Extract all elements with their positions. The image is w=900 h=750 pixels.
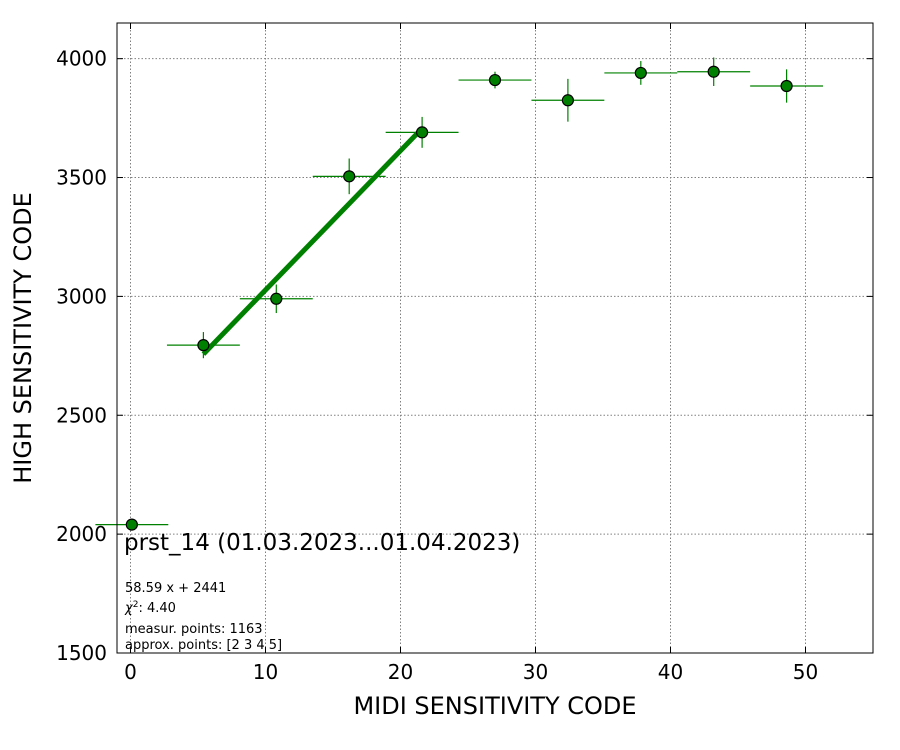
y-tick-label: 2500 <box>56 403 107 427</box>
y-tick-label: 4000 <box>56 47 107 71</box>
y-axis-label: HIGH SENSITIVITY CODE <box>9 192 37 484</box>
annotation-title: prst_14 (01.03.2023...01.04.2023) <box>124 530 520 556</box>
x-tick-label: 30 <box>523 660 548 684</box>
data-point <box>634 66 647 80</box>
data-point <box>343 170 356 183</box>
chi-superscript: 2 <box>133 600 139 610</box>
y-tick-label: 1500 <box>56 641 107 665</box>
y-tick-label: 3500 <box>56 166 107 190</box>
data-point <box>707 65 720 78</box>
axis-ticks: 0 10 20 30 40 50 1500 2000 2500 3000 3500 4000 <box>56 23 873 684</box>
x-tick-label: 10 <box>253 660 278 684</box>
x-tick-label: 40 <box>658 660 683 684</box>
x-tick-label: 20 <box>388 660 413 684</box>
y-tick-label: 3000 <box>56 284 107 308</box>
annotation-equation: 58.59 x + 2441 <box>125 581 226 596</box>
annotation-measur-points: measur. points: 1163 <box>125 622 263 637</box>
data-point <box>561 94 575 107</box>
data-point <box>125 518 138 531</box>
data-point <box>780 79 793 93</box>
chi-symbol: χ <box>124 601 134 616</box>
plot-frame <box>116 22 874 654</box>
y-tick-label: 2000 <box>56 522 107 546</box>
data-point <box>197 339 210 352</box>
annotation-chi-square: χ2: 4.40 <box>124 600 176 616</box>
data-points <box>125 65 793 531</box>
x-axis-label: MIDI SENSITIVITY CODE <box>353 692 636 720</box>
grid <box>117 23 873 653</box>
data-point <box>270 292 283 305</box>
data-point <box>488 73 502 87</box>
fit-line-group <box>201 126 424 356</box>
fit-line <box>201 126 424 356</box>
x-tick-label: 0 <box>124 660 137 684</box>
chi-value: : 4.40 <box>138 601 175 616</box>
annotation-approx-points: approx. points: [2 3 4 5] <box>125 638 282 653</box>
x-tick-label: 50 <box>793 660 818 684</box>
data-point <box>416 126 429 139</box>
errorbars <box>95 57 824 526</box>
